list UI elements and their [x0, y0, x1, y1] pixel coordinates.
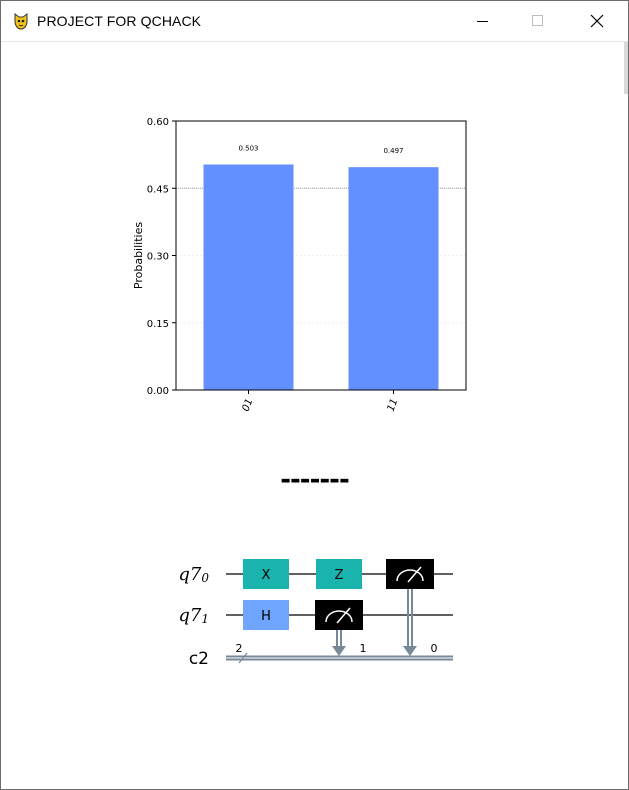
circuit-svg: q70 q71 c2 2 X Z H 1 0	[178, 559, 453, 669]
meter-needle	[407, 566, 422, 583]
bar-01	[203, 164, 294, 390]
gate-z	[316, 559, 362, 589]
qubit-label: q71	[178, 605, 209, 626]
maximize-button[interactable]	[515, 1, 561, 41]
y-tick-label: 0.00	[147, 386, 169, 397]
gate-label: Z	[335, 568, 344, 583]
y-axis-label: Probabilities	[132, 222, 145, 289]
title-bar[interactable]: PROJECT FOR QCHACK	[1, 1, 628, 42]
measure-gate	[315, 600, 363, 630]
data-label: 0.497	[383, 147, 403, 155]
separator-text: -------	[280, 465, 350, 495]
minimize-button[interactable]	[459, 1, 505, 41]
histogram-chart: 0.00 0.15 0.30 0.45 0.60 0.503 01 0.497 11 Probab…	[121, 109, 481, 439]
meter-icon	[325, 610, 353, 623]
measure-arrow	[403, 646, 417, 656]
bus-size: 2	[236, 642, 243, 655]
scrollbar-edge[interactable]	[624, 42, 628, 94]
meter-needle	[336, 607, 351, 624]
bar-11	[348, 167, 439, 390]
meter-icon	[396, 569, 424, 582]
y-tick-label: 0.30	[147, 252, 169, 263]
measure-gate	[386, 559, 434, 589]
plot-frame	[175, 120, 467, 391]
qubit-label: q70	[178, 564, 209, 585]
maximize-icon	[532, 15, 543, 26]
histogram-svg: 0.00 0.15 0.30 0.45 0.60 0.503 01 0.497 11 Probab…	[132, 117, 467, 413]
y-tick-label: 0.15	[147, 319, 169, 330]
data-label: 0.503	[238, 144, 258, 152]
y-tick-label: 0.60	[147, 117, 169, 128]
classical-label: c2	[189, 649, 209, 669]
gate-x	[243, 559, 289, 589]
measure-bit-label: 1	[360, 642, 367, 655]
bus-slash	[238, 652, 248, 664]
gate-label: H	[261, 609, 271, 624]
y-tick-label: 0.45	[147, 184, 169, 195]
window-title: PROJECT FOR QCHACK	[37, 13, 202, 29]
gate-label: X	[262, 568, 271, 583]
measure-bit-label: 0	[431, 642, 438, 655]
x-tick-label: 01	[241, 397, 256, 413]
minimize-icon	[477, 21, 488, 22]
close-button[interactable]	[574, 1, 620, 41]
measure-arrow	[332, 646, 346, 656]
close-icon	[590, 14, 604, 28]
gate-h	[243, 600, 289, 630]
x-tick-label: 11	[386, 397, 401, 413]
python-icon	[11, 11, 31, 31]
quantum-circuit: q70 q71 c2 2 X Z H 1 0	[161, 546, 471, 676]
